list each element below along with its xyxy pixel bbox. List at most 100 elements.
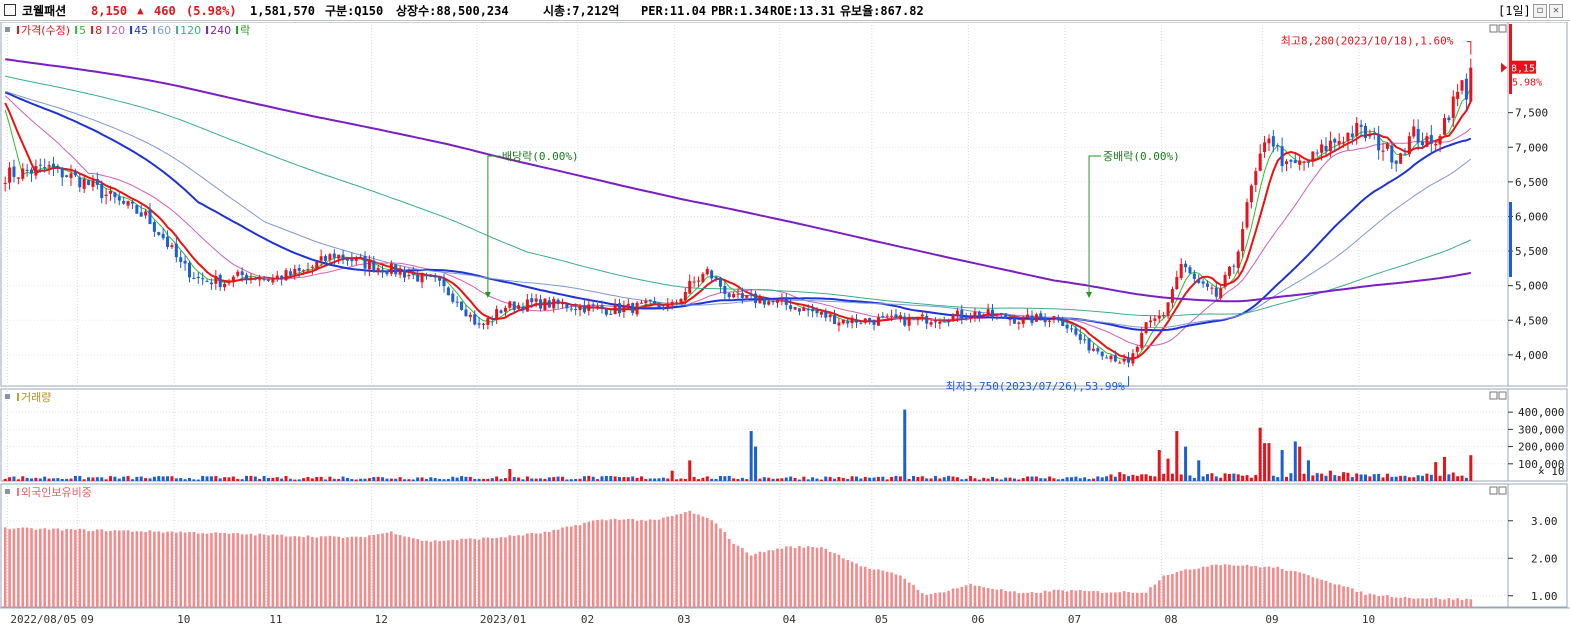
volume-bar: [1078, 478, 1082, 481]
legend-panel-icon: [5, 394, 10, 399]
panel-maximize-icon[interactable]: [1498, 486, 1507, 495]
candle-body: [653, 301, 657, 304]
volume-bar: [468, 476, 472, 481]
candle-body: [688, 280, 692, 294]
candle-body: [324, 256, 328, 261]
volume-bar: [354, 479, 358, 481]
candle-body: [609, 313, 613, 315]
volume-bar: [631, 476, 635, 481]
candle-body: [1227, 266, 1231, 276]
foreign-ratio-bar: [640, 519, 643, 607]
stock-name[interactable]: 코웰패션: [22, 4, 67, 18]
foreign-ratio-bar: [999, 589, 1003, 607]
foreign-ratio-bar: [1206, 566, 1209, 607]
candle-body: [1254, 171, 1258, 185]
foreign-ratio-bar: [1096, 591, 1100, 607]
foreign-ratio-bar: [679, 513, 683, 607]
foreign-ratio-bar: [210, 533, 213, 607]
candle-body: [288, 271, 292, 275]
volume-bar: [903, 409, 907, 481]
foreign-ratio-bar: [701, 516, 705, 607]
volume-bar: [859, 478, 863, 481]
foreign-ratio-bar: [490, 538, 494, 607]
foreign-ratio-bar: [47, 529, 51, 607]
foreign-ratio-bar: [1342, 586, 1345, 607]
candle-body: [828, 314, 832, 318]
volume-bar: [653, 478, 657, 481]
last-price-marker-icon: [1501, 62, 1507, 73]
foreign-ratio-bar: [868, 568, 871, 607]
legend-item: 60: [157, 24, 171, 37]
volume-bar: [56, 478, 60, 481]
legend-swatch: [236, 26, 239, 34]
candle-body: [1074, 328, 1078, 335]
volume-bar: [376, 476, 380, 481]
candle-body: [218, 274, 222, 288]
panel-minimize-icon[interactable]: [1489, 486, 1498, 495]
candle-body: [1034, 314, 1038, 322]
volume-bar: [1091, 478, 1095, 481]
candle-body: [25, 169, 29, 171]
volume-bar: [135, 476, 139, 481]
y-tick-label: 4,500: [1515, 314, 1548, 327]
range-bar-down: [1509, 202, 1512, 277]
volume-bar: [547, 477, 551, 481]
volume-bar: [275, 477, 279, 481]
candle-body: [718, 277, 722, 287]
select-checkbox[interactable]: [4, 4, 16, 16]
foreign-ratio-bar: [828, 551, 832, 607]
foreign-ratio-bar: [214, 532, 218, 607]
candle-body: [560, 303, 564, 305]
volume-bar: [407, 479, 411, 481]
volume-bar: [420, 477, 424, 481]
panel-minimize-icon[interactable]: [1489, 391, 1498, 400]
volume-bar: [109, 476, 113, 481]
volume-bar: [701, 477, 705, 481]
legend-item: 5: [79, 24, 86, 37]
volume-bar: [73, 475, 77, 481]
volume-bar: [503, 478, 507, 481]
panel-maximize-icon[interactable]: [1498, 391, 1507, 400]
candle-body: [631, 303, 635, 313]
volume-bar: [833, 478, 837, 481]
close-icon[interactable]: ✕: [1549, 4, 1563, 18]
candle-body: [613, 304, 617, 315]
foreign-ratio-bar: [1201, 566, 1205, 607]
y-tick-label: 6,500: [1515, 176, 1548, 189]
restore-window-icon[interactable]: ◻: [1533, 4, 1547, 18]
foreign-ratio-bar: [1043, 590, 1047, 607]
foreign-ratio-bar: [1346, 586, 1350, 607]
foreign-ratio-bar: [117, 530, 121, 607]
volume-bar: [363, 478, 367, 481]
candle-body: [1026, 314, 1030, 318]
candle-body: [227, 282, 231, 284]
y-tick-label: 5,000: [1515, 280, 1548, 293]
foreign-ratio-bar: [297, 536, 301, 607]
panel-maximize-icon[interactable]: [1498, 24, 1507, 33]
x-tick-label: 10: [1362, 613, 1375, 626]
foreign-ratio-bar: [319, 536, 323, 607]
candle-body: [758, 297, 762, 304]
volume-bar: [854, 476, 858, 481]
candle-body: [100, 183, 104, 199]
volume-bar: [811, 477, 815, 481]
candle-body: [1113, 355, 1117, 362]
candle-body: [991, 309, 995, 317]
candle-body: [1223, 274, 1227, 287]
candle-body: [367, 260, 371, 270]
volume-bar: [1144, 474, 1148, 481]
candle-body: [881, 316, 885, 318]
volume-bar: [942, 477, 946, 481]
candle-body: [710, 270, 714, 279]
volume-bar: [802, 476, 806, 481]
volume-bar: [613, 476, 617, 481]
foreign-ratio-bar: [1171, 574, 1174, 607]
chart-area[interactable]: 거래량 외국인보유비중 2022/08/05 09 10 11 12 2023/01 02 0…: [0, 22, 1570, 629]
volume-bar: [1210, 473, 1214, 481]
pbr-value: PBR:1.34: [711, 4, 769, 18]
foreign-ratio-bar: [1232, 565, 1236, 607]
period-selector[interactable]: [1일]: [1498, 4, 1531, 18]
candle-body: [126, 201, 130, 206]
volume-bar: [675, 479, 679, 481]
panel-minimize-icon[interactable]: [1489, 24, 1498, 33]
